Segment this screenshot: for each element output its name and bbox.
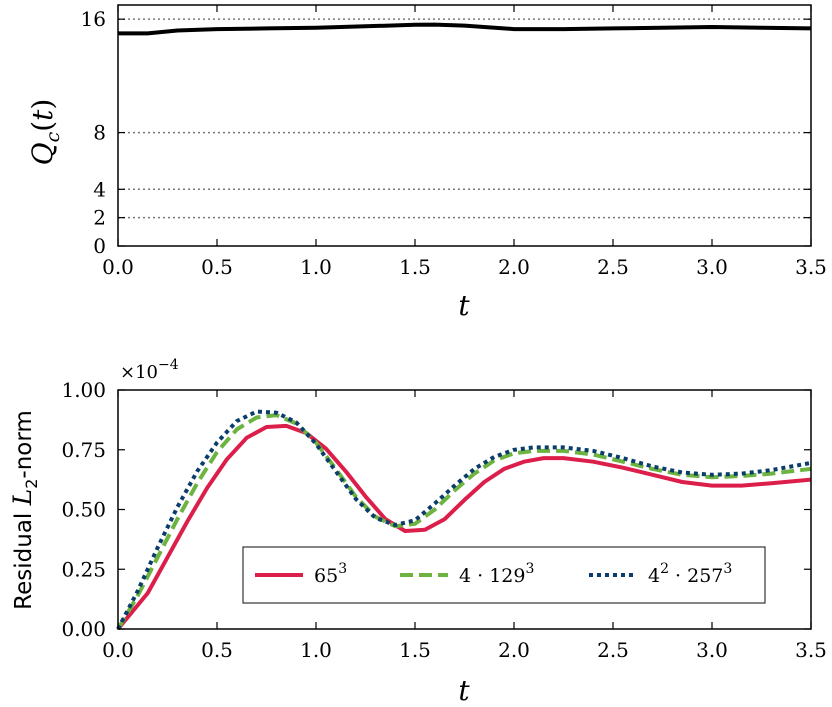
top-x-tick-label: 0.0 <box>102 255 134 279</box>
bottom-y-tick-label: 0.75 <box>61 438 106 462</box>
top-x-tick-label: 3.5 <box>795 255 827 279</box>
residual-series-4x129 <box>116 413 812 631</box>
residual-series-16x257 <box>116 409 812 630</box>
top-x-tick-label: 1.5 <box>399 255 431 279</box>
top-y-tick-label: 0 <box>93 234 106 258</box>
bottom-x-tick-label: 3.0 <box>696 638 728 662</box>
bottom-x-tick-label: 0.5 <box>201 638 233 662</box>
bottom-x-axis-label: t <box>458 674 470 707</box>
top-series-group <box>118 22 812 36</box>
top-y-tick-label: 8 <box>93 121 106 145</box>
bottom-y-tick-label: 1.00 <box>61 378 106 402</box>
bottom-x-tick-label: 1.0 <box>300 638 332 662</box>
top-y-tick-label: 2 <box>93 206 106 230</box>
bottom-scale-label: ×10−4 <box>120 357 179 383</box>
svg-text:Residual L2-norm: Residual L2-norm <box>8 410 41 610</box>
legend-label-4x129: 4 · 1293 <box>459 561 534 587</box>
bottom-y-axis-label: Residual L2-norm <box>8 410 41 610</box>
bottom-series-group <box>116 409 812 631</box>
bottom-x-tick-label: 0.0 <box>102 638 134 662</box>
bottom-y-ticks: 0.00 0.25 0.50 0.75 1.00 <box>61 378 811 641</box>
legend-box <box>242 546 766 604</box>
top-x-tick-label: 2.0 <box>498 255 530 279</box>
legend-label-65: 653 <box>314 561 347 587</box>
top-y-axis-label: Qc(t) <box>26 99 64 166</box>
residual-series-65 <box>116 423 812 631</box>
legend: 653 4 · 1293 42 · 2573 <box>242 546 766 604</box>
top-panel: 0.0 0.5 1.0 1.5 2.0 2.5 3.0 3.5 0 2 4 8 16 t Qc(t) <box>26 4 827 322</box>
top-y-tick-label: 16 <box>81 7 106 31</box>
bottom-y-tick-label: 0.25 <box>61 557 106 581</box>
bottom-x-tick-label: 2.0 <box>498 638 530 662</box>
bottom-x-tick-label: 1.5 <box>399 638 431 662</box>
bottom-x-ticks: 0.0 0.5 1.0 1.5 2.0 2.5 3.0 3.5 <box>102 390 827 662</box>
top-x-tick-label: 2.5 <box>597 255 629 279</box>
bottom-x-tick-label: 2.5 <box>597 638 629 662</box>
legend-label-16x257: 42 · 2573 <box>648 561 732 587</box>
qc-series-line <box>118 22 812 36</box>
top-axes-frame <box>117 4 812 247</box>
top-y-tick-label: 4 <box>93 177 106 201</box>
top-x-tick-label: 1.0 <box>300 255 332 279</box>
top-x-axis-label: t <box>458 289 470 322</box>
top-reference-lines <box>118 18 811 219</box>
bottom-y-tick-label: 0.00 <box>61 617 106 641</box>
bottom-x-tick-label: 3.5 <box>795 638 827 662</box>
top-x-tick-label: 3.0 <box>696 255 728 279</box>
top-y-ticks: 0 2 4 8 16 <box>81 7 811 258</box>
top-x-ticks: 0.0 0.5 1.0 1.5 2.0 2.5 3.0 3.5 <box>102 5 827 279</box>
bottom-panel: 0.0 0.5 1.0 1.5 2.0 2.5 3.0 3.5 0.00 0.25 0.50 0.7… <box>8 357 827 707</box>
bottom-y-tick-label: 0.50 <box>61 498 106 522</box>
svg-text:Qc(t): Qc(t) <box>26 99 64 166</box>
top-x-tick-label: 0.5 <box>201 255 233 279</box>
